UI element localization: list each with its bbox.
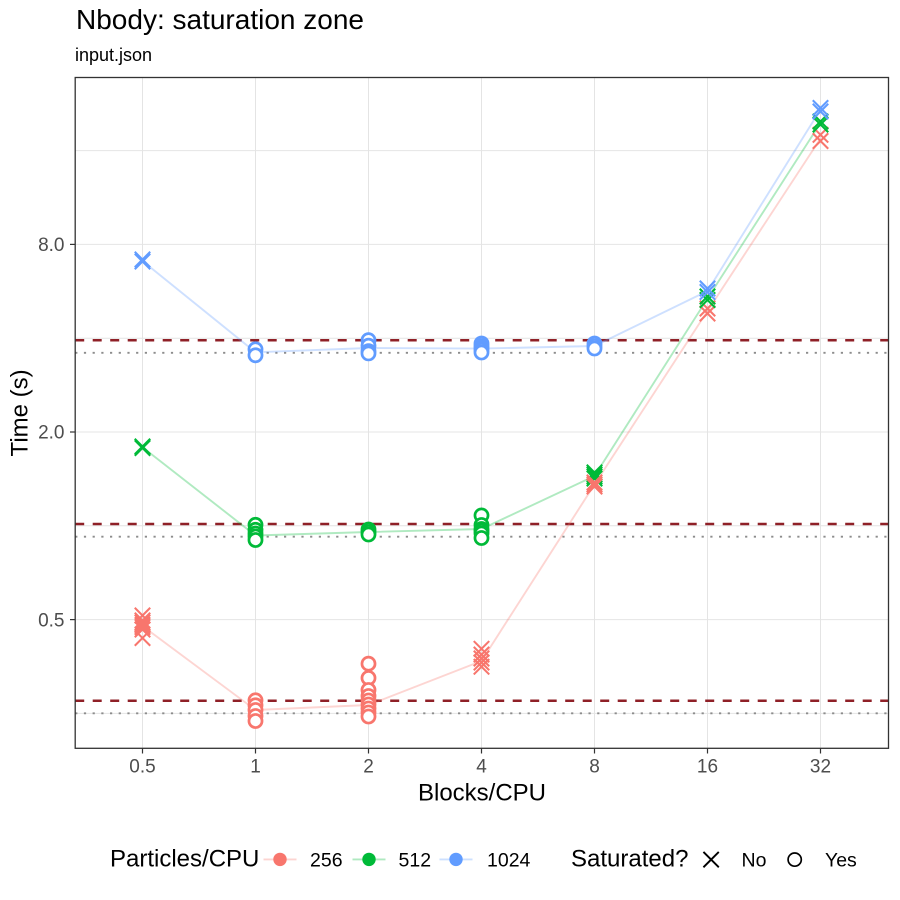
- svg-text:4: 4: [476, 757, 487, 778]
- svg-text:No: No: [742, 850, 767, 872]
- svg-text:16: 16: [697, 757, 718, 778]
- svg-text:32: 32: [810, 757, 831, 778]
- svg-text:Nbody: saturation zone: Nbody: saturation zone: [76, 4, 364, 35]
- svg-text:256: 256: [310, 850, 343, 872]
- svg-text:Time (s): Time (s): [7, 369, 34, 456]
- svg-text:1: 1: [250, 757, 261, 778]
- svg-text:2: 2: [363, 757, 374, 778]
- svg-text:0.5: 0.5: [38, 610, 64, 631]
- svg-text:2.0: 2.0: [38, 423, 64, 444]
- svg-text:8.0: 8.0: [38, 235, 64, 256]
- svg-text:Yes: Yes: [825, 850, 857, 872]
- svg-text:1024: 1024: [487, 850, 531, 872]
- svg-text:Blocks/CPU: Blocks/CPU: [418, 780, 546, 807]
- svg-text:input.json: input.json: [75, 45, 152, 65]
- svg-text:512: 512: [399, 850, 432, 872]
- svg-text:8: 8: [589, 757, 600, 778]
- svg-text:0.5: 0.5: [129, 757, 155, 778]
- svg-text:Saturated?: Saturated?: [571, 846, 688, 873]
- svg-text:Particles/CPU: Particles/CPU: [110, 846, 259, 873]
